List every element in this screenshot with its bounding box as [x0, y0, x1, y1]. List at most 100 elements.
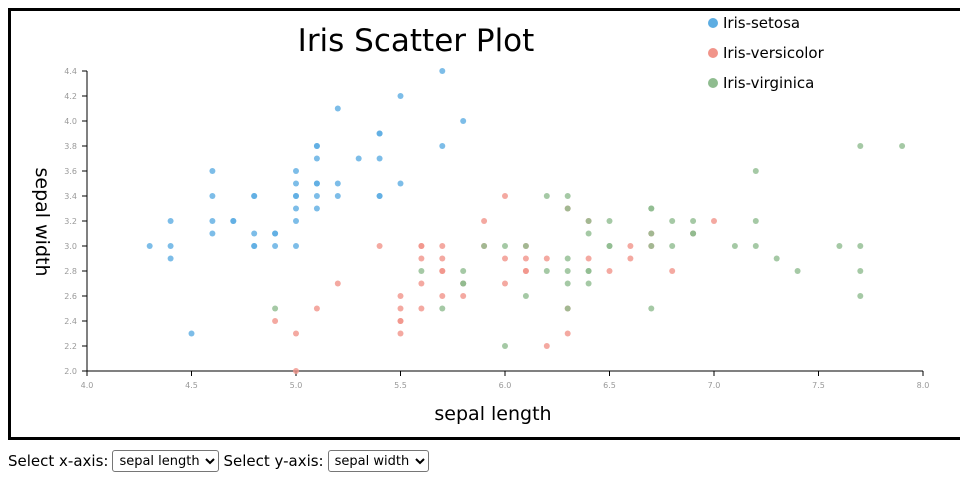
legend-marker [708, 18, 718, 28]
data-point [731, 243, 738, 249]
y-tick-label: 3.2 [64, 217, 77, 226]
y-tick-label: 2.2 [64, 342, 77, 351]
axis-controls: Select x-axis: sepal length Select y-axi… [8, 450, 433, 472]
data-point [502, 193, 508, 199]
data-point [460, 268, 467, 274]
y-tick-label: 3.0 [64, 242, 77, 251]
data-point [313, 180, 320, 187]
data-point [648, 243, 655, 249]
series-iris-versicolor [272, 193, 717, 374]
data-point [585, 280, 592, 287]
x-tick-label: 4.5 [185, 381, 198, 390]
data-point [293, 368, 299, 374]
series-iris-virginica [272, 143, 906, 349]
data-point [293, 330, 299, 337]
data-point [857, 243, 864, 249]
data-point [564, 280, 571, 287]
data-point [502, 255, 508, 262]
y-axis-select[interactable]: sepal width [327, 450, 429, 472]
data-point [334, 193, 341, 199]
data-point [209, 230, 216, 237]
x-tick-label: 4.0 [81, 381, 94, 390]
data-point [481, 218, 488, 224]
data-point [857, 268, 864, 274]
y-tick-label: 2.6 [64, 292, 77, 301]
data-point [439, 305, 446, 312]
data-point [334, 180, 341, 187]
data-point [418, 280, 425, 287]
data-point [648, 230, 655, 237]
y-tick-label: 2.8 [64, 267, 77, 276]
data-point [773, 255, 780, 262]
data-point [460, 118, 467, 124]
data-point [690, 230, 697, 237]
data-point [564, 305, 571, 312]
data-point [397, 293, 404, 299]
data-point [376, 193, 383, 199]
data-point [418, 255, 425, 262]
data-point [752, 168, 759, 174]
data-point [522, 243, 529, 249]
y-tick-label: 2.0 [64, 367, 77, 376]
data-point [418, 268, 425, 274]
data-point [460, 280, 467, 287]
data-point [167, 255, 174, 262]
data-point [752, 243, 759, 249]
data-point [669, 243, 676, 249]
data-point [439, 243, 446, 249]
x-tick-label: 8.0 [917, 381, 930, 390]
axes: 4.0 4.5 5.0 5.5 6.0 6.5 7.0 7.5 8.0 2.0 2.2 2.4 2.6 2… [64, 67, 929, 390]
x-axis-select[interactable]: sepal length [112, 450, 220, 472]
x-axis-select-label: Select x-axis: [8, 452, 109, 470]
data-point [376, 155, 383, 162]
data-point [167, 218, 174, 224]
data-point [669, 218, 676, 224]
data-point [564, 330, 571, 337]
data-point [334, 105, 341, 112]
data-point [293, 168, 299, 174]
data-point [397, 305, 404, 312]
data-point [585, 255, 592, 262]
data-point [313, 193, 320, 199]
y-axis-title: sepal width [31, 168, 53, 277]
y-tick-label: 3.4 [64, 192, 77, 201]
chart-title: Iris Scatter Plot [298, 23, 535, 59]
data-point [543, 268, 550, 274]
legend-label: Iris-versicolor [723, 44, 825, 62]
data-point [313, 155, 320, 162]
x-axis-title: sepal length [434, 403, 551, 425]
data-point [564, 268, 571, 274]
data-point [397, 180, 404, 187]
data-point [543, 255, 550, 262]
data-point [857, 293, 864, 299]
y-tick-label: 4.4 [64, 67, 77, 76]
legend: Iris-setosa Iris-versicolor Iris-virginica [708, 14, 825, 92]
data-point [439, 143, 446, 149]
y-tick-label: 3.6 [64, 167, 77, 176]
data-point [564, 193, 571, 199]
data-point [355, 155, 362, 162]
data-point [606, 218, 613, 224]
data-point [439, 268, 446, 274]
data-point [251, 193, 258, 199]
data-point [502, 343, 508, 349]
data-point [272, 243, 279, 249]
data-point [522, 255, 529, 262]
data-point [606, 243, 613, 249]
legend-label: Iris-virginica [723, 74, 814, 92]
data-point [251, 230, 258, 237]
data-point [648, 205, 655, 212]
data-point [293, 193, 299, 199]
data-point [439, 68, 446, 74]
data-point [293, 218, 299, 224]
data-point [188, 330, 195, 337]
legend-label: Iris-setosa [723, 14, 800, 32]
y-tick-label: 4.2 [64, 92, 77, 101]
series-iris-setosa [146, 68, 467, 337]
data-point [376, 243, 383, 249]
y-tick-label: 3.8 [64, 142, 77, 151]
data-point [585, 268, 592, 274]
data-point [293, 243, 299, 249]
data-point [167, 243, 174, 249]
data-point [334, 280, 341, 287]
